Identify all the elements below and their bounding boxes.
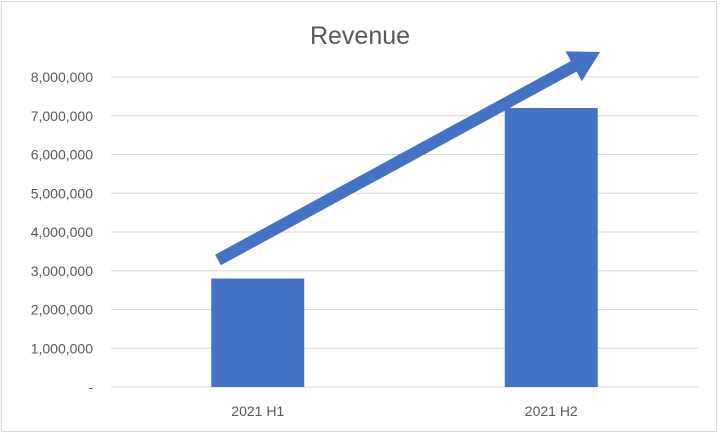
trend-arrow-head bbox=[565, 51, 600, 82]
trend-arrow bbox=[215, 51, 600, 266]
x-axis-tick-labels: 2021 H1 2021 H2 bbox=[231, 403, 578, 419]
y-tick-label: 5,000,000 bbox=[31, 185, 93, 201]
x-tick-label: 2021 H2 bbox=[525, 403, 578, 419]
y-tick-label: 1,000,000 bbox=[31, 340, 93, 356]
y-tick-label: - bbox=[88, 379, 93, 395]
bars bbox=[211, 108, 598, 387]
y-tick-label: 2,000,000 bbox=[31, 302, 93, 318]
y-tick-label: 7,000,000 bbox=[31, 108, 93, 124]
y-tick-label: 3,000,000 bbox=[31, 263, 93, 279]
y-tick-label: 8,000,000 bbox=[31, 69, 93, 85]
trend-arrow-shaft bbox=[215, 60, 579, 266]
y-tick-label: 6,000,000 bbox=[31, 147, 93, 163]
gridlines bbox=[111, 76, 698, 388]
x-tick-label: 2021 H1 bbox=[231, 403, 284, 419]
y-axis-tick-labels: - 1,000,000 2,000,000 3,000,000 4,000,000 5,0… bbox=[31, 69, 94, 395]
y-tick-label: 4,000,000 bbox=[31, 224, 93, 240]
bar bbox=[211, 278, 305, 387]
bar bbox=[504, 108, 598, 387]
chart-title: Revenue bbox=[310, 22, 410, 50]
